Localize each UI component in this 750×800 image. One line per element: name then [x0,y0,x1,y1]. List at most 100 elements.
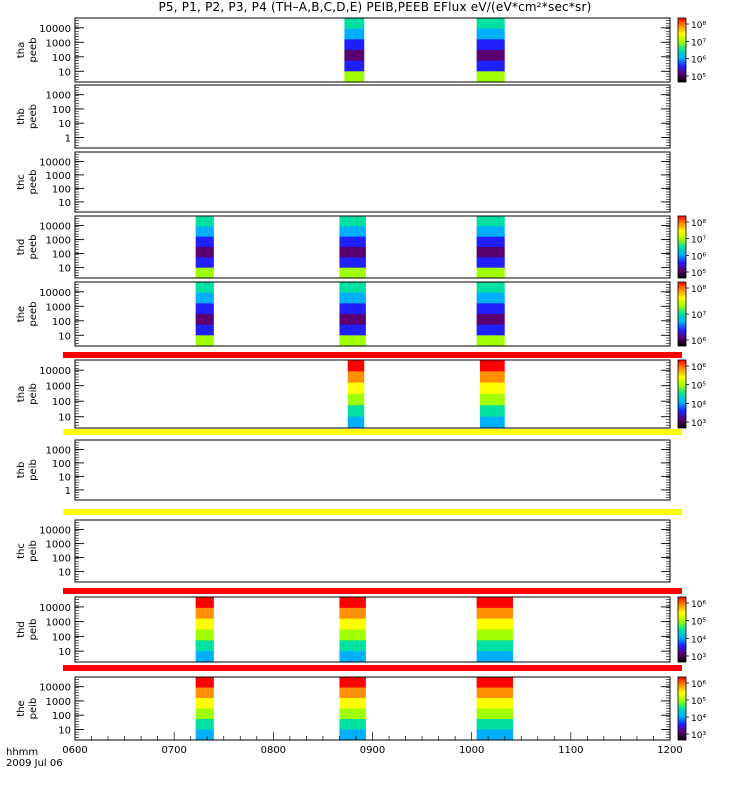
spectrogram-cell [347,371,365,384]
x-tick-label: 1200 [657,745,682,756]
colorbar [677,17,687,83]
panel-label-species: peib [28,540,39,562]
data-segment [479,360,505,429]
panel-frame [74,519,671,583]
spectrogram-cell [195,651,214,663]
panel-frame [74,84,671,149]
panel-label-species: peeb [28,170,39,195]
x-tick-label: 1100 [558,745,583,756]
separator-bar [63,665,682,671]
colorbar-label: 10³ [691,653,706,663]
spectrogram-cell [347,416,365,429]
y-tick-label: 100 [52,184,71,195]
spectrogram-cell [479,394,505,406]
spectrogram-cell [195,719,214,730]
y-tick-label: 10000 [39,366,71,377]
y-tick-label: 1000 [46,697,71,708]
y-tick-label: 10 [58,119,71,130]
spectrogram-cell [339,314,366,326]
spectrogram-cell [195,708,214,720]
colorbar-label: 10⁷ [691,38,706,48]
colorbar-label: 10⁶ [691,252,706,262]
panel-label-probe: thc [16,543,27,559]
panel-frame [74,281,671,347]
panel-frame [74,359,671,429]
spectrogram-cell [476,629,513,641]
spectrogram-cell [476,60,505,72]
spectrogram-cell [195,216,214,227]
colorbar-label: 10⁸ [691,219,706,229]
y-tick-label: 10 [58,413,71,424]
spectrogram-cell [339,719,366,730]
spectrogram-cell [476,226,505,238]
spectrogram-cell [344,28,365,40]
y-tick-label: 10000 [39,24,71,35]
spectrogram-cell [195,257,214,269]
spectrogram-cell [479,416,505,429]
colorbar-label: 10⁵ [691,73,706,83]
data-segment [476,282,505,347]
y-tick-label: 10000 [39,683,71,694]
y-tick-label: 10000 [39,288,71,299]
data-segment [339,282,366,347]
x-tick-label: 0700 [161,745,186,756]
spectrogram-cell [339,267,366,279]
panel-frame [74,596,671,663]
panel-frame [74,151,671,213]
spectrogram-cell [476,677,513,688]
spectrogram-cell [195,314,214,326]
spectrogram-cell [195,267,214,279]
y-tick-label: 10000 [39,603,71,614]
spectrogram-cell [339,236,366,248]
spectrogram-cell [339,303,366,315]
spectrogram-cell [479,360,505,372]
colorbar [677,215,687,279]
spectrogram-cell [339,247,366,258]
spectrogram-cell [339,698,366,709]
data-segment [344,18,365,83]
y-tick-label: 100 [52,250,71,261]
spectrogram-cell [476,651,513,663]
colorbar-label: 10⁶ [691,363,706,373]
y-tick-label: 10 [58,67,71,78]
y-tick-label: 1000 [46,38,71,49]
spectrogram-cell [339,324,366,336]
data-segment [195,597,214,663]
y-tick-label: 1000 [46,382,71,393]
spectrogram-cell [195,618,214,630]
colorbar-label: 10⁵ [691,382,706,392]
colorbar-label: 10⁶ [691,600,706,610]
panel-label-species: peeb [28,302,39,327]
colorbar-label: 10³ [691,419,706,429]
spectrogram-cell [476,267,505,279]
y-tick-label: 10000 [39,526,71,537]
x-tick-label: 0900 [360,745,385,756]
spectrogram-cell [339,282,366,294]
panel-label-probe: the [16,700,27,716]
spectrogram-cell [476,687,513,699]
spectrogram-cell [476,314,505,326]
data-segment [476,18,505,83]
y-tick-label: 1 [65,486,71,497]
data-segment [339,216,366,279]
y-tick-label: 1 [65,133,71,144]
spectrogram-cell [476,292,505,304]
spectrogram-cell [195,335,214,347]
spectrogram-cell [339,216,366,227]
spectrogram-cell [195,687,214,699]
colorbar [677,676,687,741]
x-tick-label: 0600 [62,745,87,756]
y-tick-label: 1000 [46,618,71,629]
data-segment [195,677,214,741]
spectrogram-cell [195,629,214,641]
y-tick-label: 10 [58,264,71,275]
y-tick-label: 1000 [46,445,71,456]
spectrogram-cell [344,39,365,51]
spectrogram-cell [344,60,365,72]
spectrogram-cell [476,50,505,62]
y-tick-label: 10000 [39,157,71,168]
panel-label-species: peib [28,698,39,720]
y-tick-label: 100 [52,317,71,328]
spectrogram-cell [476,28,505,40]
spectrogram-cell [344,18,365,30]
